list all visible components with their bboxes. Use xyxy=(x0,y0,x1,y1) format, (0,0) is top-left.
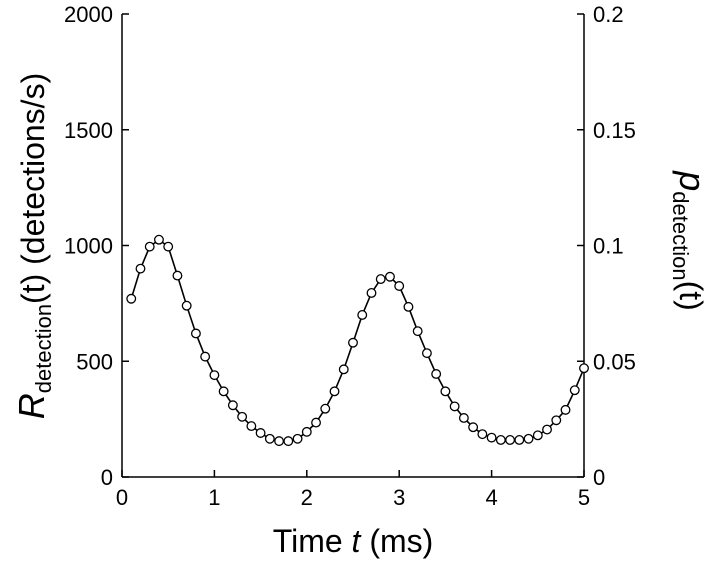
y-left-tick-label: 1500 xyxy=(64,118,113,143)
x-axis-title-suffix: (ms) xyxy=(360,523,433,559)
data-point xyxy=(301,426,312,437)
data-point xyxy=(514,435,525,445)
x-tick-labels: 0 1 2 3 4 5 xyxy=(116,485,590,510)
data-point xyxy=(569,385,580,396)
data-point xyxy=(154,234,164,245)
data-point xyxy=(255,428,266,438)
data-point xyxy=(477,429,488,440)
y-right-title-sub: detection xyxy=(668,191,693,280)
data-point xyxy=(320,403,331,414)
data-point xyxy=(449,401,460,412)
y-left-tick-label: 1000 xyxy=(64,234,113,259)
y-left-title-unit: (detections/s) xyxy=(15,73,51,274)
y-right-tick-labels: 0 0.05 0.1 0.15 0.2 xyxy=(593,2,636,490)
y-right-tick-label: 0 xyxy=(593,465,605,490)
data-point xyxy=(135,263,146,274)
x-tick-label: 5 xyxy=(578,485,590,510)
data-point xyxy=(366,288,377,298)
y-left-title-sub: detection xyxy=(31,304,56,393)
x-tick-label: 4 xyxy=(485,485,497,510)
data-point xyxy=(412,326,423,337)
data-point xyxy=(348,337,358,348)
data-point xyxy=(144,241,155,252)
data-point xyxy=(283,436,294,447)
data-point xyxy=(163,241,174,252)
y-left-tick-label: 500 xyxy=(76,349,113,374)
data-point xyxy=(126,293,137,304)
x-axis-title: Time t (ms) xyxy=(273,523,434,559)
data-point xyxy=(523,433,534,444)
data-point xyxy=(579,363,589,374)
data-point xyxy=(560,404,571,415)
x-tick-label: 3 xyxy=(393,485,405,510)
data-point xyxy=(551,415,562,426)
data-point xyxy=(495,435,506,445)
data-point xyxy=(237,411,248,422)
y-right-tick-label: 0.15 xyxy=(593,118,636,143)
data-point xyxy=(209,370,220,381)
data-point xyxy=(338,364,349,375)
data-point xyxy=(486,432,497,443)
data-point xyxy=(181,300,192,311)
y-right-tick-label: 0.2 xyxy=(593,2,624,27)
y-right-title-arg: (t) xyxy=(673,281,709,311)
x-tick-label: 2 xyxy=(301,485,313,510)
data-point xyxy=(505,435,516,445)
data-point xyxy=(385,271,395,282)
data-point xyxy=(227,400,238,411)
y-right-tick-label: 0.05 xyxy=(593,349,636,374)
x-axis-title-var: t xyxy=(352,523,362,559)
x-tick-label: 0 xyxy=(116,485,128,510)
tick-layer xyxy=(121,13,585,478)
data-point xyxy=(292,433,303,444)
y-left-title-arg: (t) xyxy=(15,274,51,304)
data-point xyxy=(458,413,469,423)
data-point xyxy=(375,274,386,285)
data-point xyxy=(190,328,201,339)
data-point xyxy=(264,433,275,444)
x-tick-label: 1 xyxy=(208,485,220,510)
y-right-tick-label: 0.1 xyxy=(593,234,624,259)
data-point xyxy=(311,417,321,428)
y-right-axis-title: pdetection(t) xyxy=(668,170,711,311)
series-line xyxy=(130,238,585,442)
data-point xyxy=(246,421,257,432)
data-point xyxy=(403,301,414,312)
data-point xyxy=(431,369,442,379)
series-markers xyxy=(126,234,589,447)
data-point xyxy=(218,386,229,397)
y-left-axis-title: Rdetection(t) (detections/s) xyxy=(11,73,56,419)
data-point xyxy=(274,436,285,447)
data-point xyxy=(468,422,479,433)
y-left-tick-label: 0 xyxy=(101,465,113,490)
data-point xyxy=(542,424,552,435)
data-point xyxy=(421,348,432,359)
y-right-title-main: p xyxy=(672,170,711,191)
data-point xyxy=(357,310,368,320)
data-point xyxy=(394,281,405,291)
y-left-tick-label: 2000 xyxy=(64,2,113,27)
data-point xyxy=(440,386,451,397)
data-point xyxy=(172,270,183,281)
y-left-tick-labels: 0 500 1000 1500 2000 xyxy=(64,2,113,490)
data-point xyxy=(329,386,340,397)
y-left-title-main: R xyxy=(11,393,52,419)
data-point xyxy=(200,351,211,362)
x-axis-title-prefix: Time xyxy=(273,523,352,559)
data-point xyxy=(532,430,543,441)
